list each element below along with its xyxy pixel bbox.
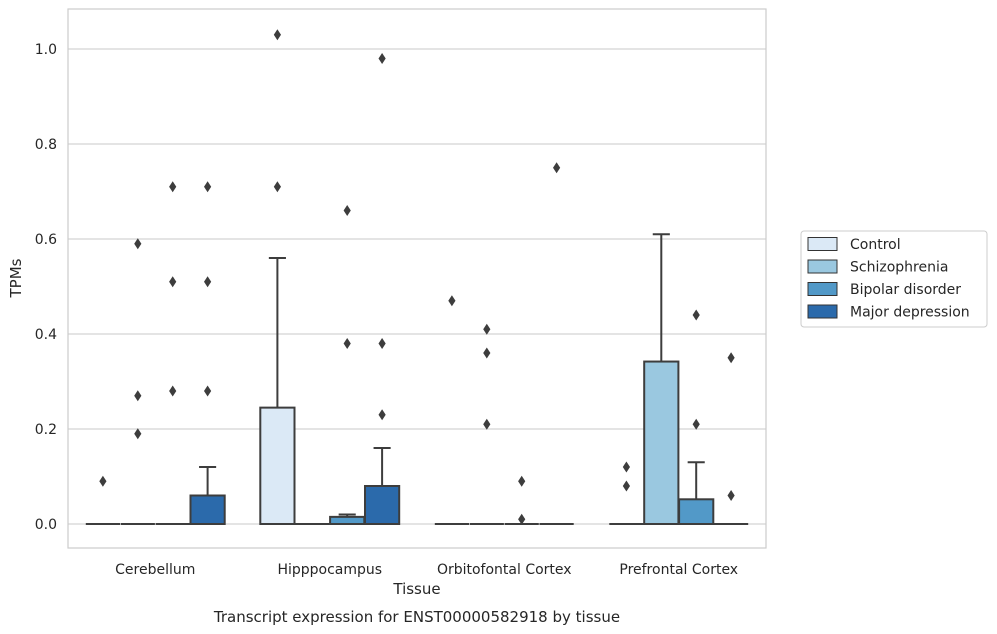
outlier-point: [727, 352, 735, 364]
box-group: [120, 238, 155, 525]
outlier-point: [204, 385, 212, 397]
y-axis-label: TPMs: [7, 258, 25, 298]
y-tick-label: 0.8: [35, 137, 57, 153]
box-group: [363, 53, 401, 525]
box-group: [469, 323, 504, 525]
legend-swatch: [807, 282, 838, 296]
y-tick-labels: 0.0 0.2 0.4 0.6 0.8 1.0: [35, 42, 57, 533]
legend-label: Schizophrenia: [850, 260, 948, 276]
box-group: [643, 233, 680, 525]
outlier-point: [448, 295, 456, 307]
legend-label: Major depression: [850, 305, 970, 321]
box-group: [434, 295, 470, 525]
legend-frame: [800, 230, 988, 328]
outlier-point: [99, 475, 107, 487]
outlier-point: [169, 385, 177, 397]
legend-label: Control: [850, 237, 901, 253]
legend-swatch: [807, 259, 838, 274]
outlier-point: [204, 276, 212, 288]
outlier-point: [169, 181, 177, 193]
box-group: [609, 461, 644, 525]
box-rect: [329, 515, 366, 525]
chart-caption: Transcript expression for ENST0000058291…: [213, 608, 620, 626]
outlier-point: [727, 490, 735, 501]
box-group: [539, 162, 574, 525]
box-group: [259, 29, 296, 525]
plot-frame: [67, 8, 767, 549]
x-tick-label: Orbitofontal Cortex: [437, 562, 572, 578]
y-tick-label: 0.6: [35, 232, 57, 248]
outlier-point: [273, 181, 281, 193]
box-group: [678, 309, 715, 525]
legend-label: Bipolar disorder: [850, 282, 961, 298]
outlier-point: [343, 205, 351, 216]
outlier-point: [553, 162, 561, 174]
box-rect: [678, 498, 715, 525]
legend-swatch: [807, 304, 838, 319]
outlier-point: [378, 53, 386, 64]
outlier-point: [378, 338, 386, 349]
box-rect: [363, 485, 401, 525]
outlier-point: [343, 338, 351, 349]
box-rect: [259, 406, 296, 525]
outlier-point: [378, 409, 386, 421]
x-tick-label: Prefrontal Cortex: [619, 562, 738, 578]
x-tick-label: Cerebellum: [115, 562, 195, 578]
legend: Control Schizophrenia Bipolar disorder Majo…: [800, 230, 988, 328]
outlier-point: [483, 418, 491, 430]
y-tick-label: 0.0: [35, 517, 57, 533]
outlier-point: [622, 461, 630, 473]
outlier-point: [134, 390, 142, 402]
outlier-point: [273, 29, 281, 41]
box-group: [189, 181, 226, 525]
box-group: [504, 475, 539, 525]
y-tick-label: 0.4: [35, 327, 57, 343]
legend-swatch: [807, 237, 838, 251]
outlier-point: [134, 428, 142, 440]
outlier-point: [134, 238, 142, 250]
outlier-point: [169, 276, 177, 288]
box-group: [155, 181, 190, 525]
x-tick-label: Hipppocampus: [277, 562, 382, 578]
box-rect: [643, 360, 680, 525]
boxes: [85, 29, 749, 525]
outlier-point: [518, 513, 526, 525]
x-axis-label: Tissue: [392, 580, 440, 598]
box-rect: [189, 494, 226, 525]
x-tick-labels: Cerebellum Hipppocampus Orbitofontal Corte…: [115, 562, 738, 578]
box-group: [713, 352, 749, 525]
outlier-point: [692, 418, 700, 430]
outlier-point: [518, 475, 526, 487]
outlier-point: [483, 323, 491, 335]
box-group: [85, 475, 121, 525]
outlier-point: [204, 181, 212, 193]
y-tick-label: 1.0: [35, 42, 57, 58]
outlier-point: [483, 347, 491, 359]
outlier-point: [692, 309, 700, 321]
y-tick-label: 0.2: [35, 422, 57, 438]
outlier-point: [622, 480, 630, 492]
